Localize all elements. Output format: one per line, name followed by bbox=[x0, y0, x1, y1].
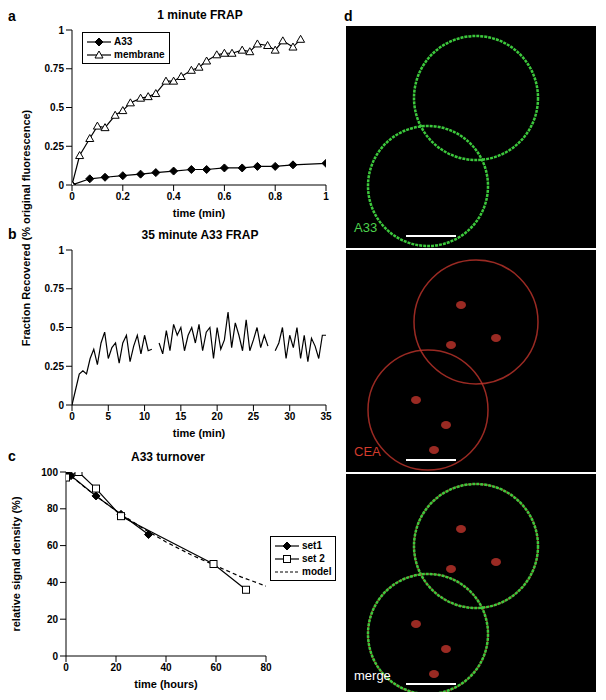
html-text:a: a bbox=[8, 8, 16, 24]
svg-text:30: 30 bbox=[284, 411, 296, 422]
html-text:1 minute FRAP: 1 minute FRAP bbox=[157, 8, 243, 22]
svg-text:60: 60 bbox=[47, 540, 59, 551]
svg-text:merge: merge bbox=[354, 668, 391, 683]
svg-text:35: 35 bbox=[320, 411, 332, 422]
svg-text:80: 80 bbox=[260, 662, 272, 673]
html-text:set 2: set 2 bbox=[302, 553, 325, 564]
svg-text:20: 20 bbox=[47, 614, 59, 625]
svg-text:20: 20 bbox=[110, 662, 122, 673]
svg-text:40: 40 bbox=[47, 577, 59, 588]
svg-text:Fraction Recovered (% original: Fraction Recovered (% original fluoresce… bbox=[20, 109, 32, 346]
svg-text:0.8: 0.8 bbox=[268, 191, 282, 202]
html-text:set1: set1 bbox=[302, 540, 322, 551]
svg-text:relative signal density (%): relative signal density (%) bbox=[10, 496, 22, 631]
svg-text:10: 10 bbox=[139, 411, 151, 422]
svg-text:time (min): time (min) bbox=[173, 427, 226, 439]
svg-text:0.4: 0.4 bbox=[167, 191, 181, 202]
html-text:A33 turnover: A33 turnover bbox=[131, 450, 205, 464]
svg-text:15: 15 bbox=[175, 411, 187, 422]
svg-text:A33: A33 bbox=[354, 220, 377, 235]
html-text:35 minute A33 FRAP: 35 minute A33 FRAP bbox=[141, 228, 259, 242]
html-text:model: model bbox=[302, 566, 332, 577]
svg-text:time (min): time (min) bbox=[173, 207, 226, 219]
svg-text:0: 0 bbox=[58, 180, 64, 191]
svg-text:0.5: 0.5 bbox=[50, 322, 64, 333]
svg-text:25: 25 bbox=[248, 411, 260, 422]
svg-text:0.5: 0.5 bbox=[50, 102, 64, 113]
svg-text:0.25: 0.25 bbox=[45, 361, 65, 372]
svg-text:0: 0 bbox=[58, 400, 64, 411]
svg-text:0.2: 0.2 bbox=[116, 191, 130, 202]
svg-text:0: 0 bbox=[69, 411, 75, 422]
svg-text:100: 100 bbox=[41, 467, 58, 478]
svg-text:60: 60 bbox=[210, 662, 222, 673]
svg-text:20: 20 bbox=[212, 411, 224, 422]
svg-text:5: 5 bbox=[106, 411, 112, 422]
svg-text:0.75: 0.75 bbox=[45, 283, 65, 294]
svg-text:1: 1 bbox=[323, 191, 329, 202]
html-text:d: d bbox=[344, 8, 353, 24]
svg-text:0.6: 0.6 bbox=[217, 191, 231, 202]
svg-text:0: 0 bbox=[52, 651, 58, 662]
svg-text:0: 0 bbox=[69, 191, 75, 202]
svg-text:0: 0 bbox=[63, 662, 69, 673]
svg-text:0.75: 0.75 bbox=[45, 63, 65, 74]
html-text:membrane: membrane bbox=[114, 49, 165, 60]
html-text:b: b bbox=[8, 226, 17, 242]
svg-text:1: 1 bbox=[58, 245, 64, 256]
svg-text:0.25: 0.25 bbox=[45, 141, 65, 152]
html-text:c: c bbox=[8, 448, 16, 464]
svg-text:1: 1 bbox=[58, 25, 64, 36]
svg-text:time (hours): time (hours) bbox=[134, 678, 198, 690]
svg-text:40: 40 bbox=[160, 662, 172, 673]
svg-text:80: 80 bbox=[47, 503, 59, 514]
svg-text:CEA: CEA bbox=[354, 444, 381, 459]
html-text:A33: A33 bbox=[114, 36, 133, 47]
